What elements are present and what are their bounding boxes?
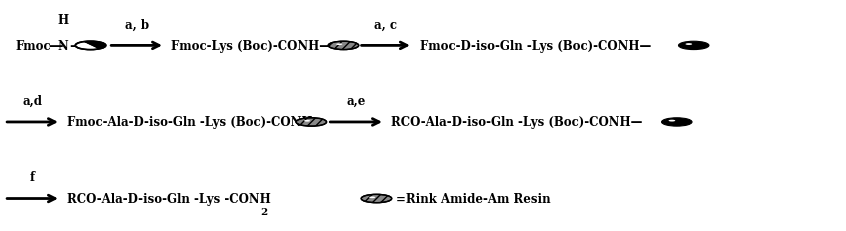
Text: 2: 2	[261, 207, 268, 216]
Text: Fmoc: Fmoc	[15, 40, 51, 53]
Circle shape	[361, 195, 392, 203]
Text: RCO-Ala-D-iso-Gln -Lys (Boc)-CONH—: RCO-Ala-D-iso-Gln -Lys (Boc)-CONH—	[391, 116, 642, 129]
Text: RCO-Ala-D-iso-Gln -Lys -CONH: RCO-Ala-D-iso-Gln -Lys -CONH	[67, 192, 271, 205]
Text: N: N	[58, 40, 68, 53]
Circle shape	[662, 118, 692, 127]
Circle shape	[296, 118, 327, 127]
Text: a,e: a,e	[347, 94, 365, 107]
Text: Fmoc-Lys (Boc)-CONH—: Fmoc-Lys (Boc)-CONH—	[171, 40, 331, 53]
Text: a,d: a,d	[23, 94, 42, 107]
Text: a, b: a, b	[124, 18, 149, 31]
Circle shape	[304, 120, 310, 122]
Circle shape	[685, 44, 692, 46]
Text: =Rink Amide-Am Resin: =Rink Amide-Am Resin	[396, 192, 551, 205]
Circle shape	[668, 120, 675, 122]
Wedge shape	[83, 42, 106, 50]
Circle shape	[328, 42, 359, 50]
Circle shape	[369, 197, 376, 198]
Text: —: —	[48, 39, 63, 53]
Text: —: —	[69, 39, 85, 53]
Wedge shape	[78, 43, 97, 50]
Circle shape	[336, 44, 343, 46]
Circle shape	[678, 42, 709, 50]
Circle shape	[75, 42, 106, 50]
Text: f: f	[30, 171, 36, 184]
Text: Fmoc-D-iso-Gln -Lys (Boc)-CONH—: Fmoc-D-iso-Gln -Lys (Boc)-CONH—	[420, 40, 651, 53]
Text: a, c: a, c	[374, 18, 398, 31]
Text: H: H	[57, 14, 69, 27]
Text: Fmoc-Ala-D-iso-Gln -Lys (Boc)-CONH—: Fmoc-Ala-D-iso-Gln -Lys (Boc)-CONH—	[67, 116, 324, 129]
